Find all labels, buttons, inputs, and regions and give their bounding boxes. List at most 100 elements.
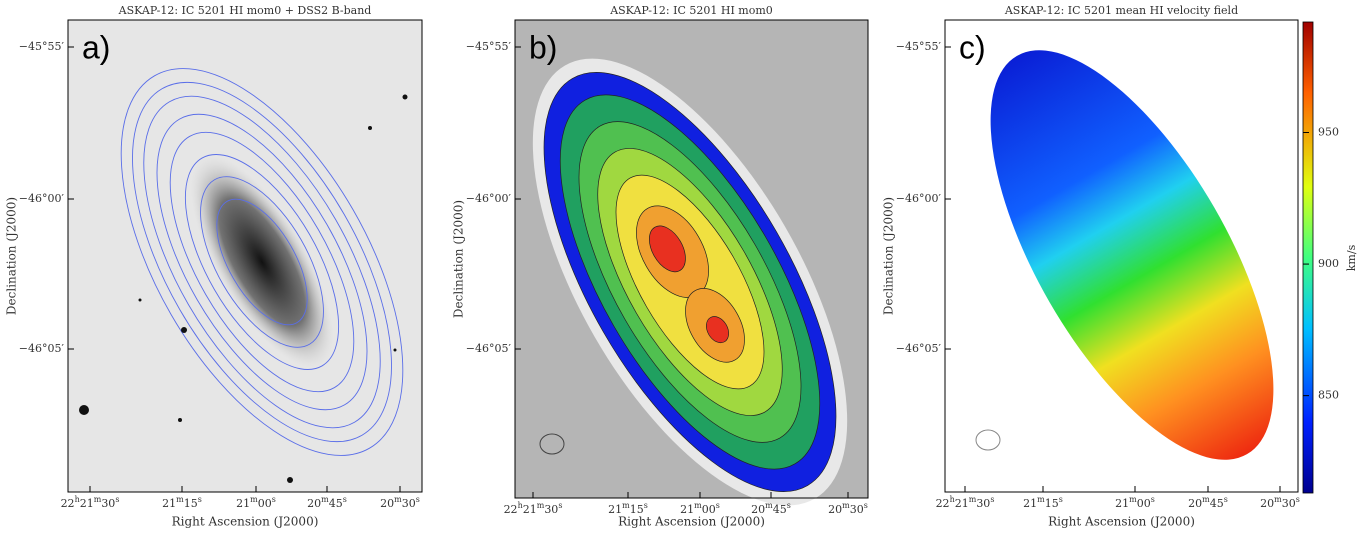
y-tick-label: −45°55′	[896, 40, 942, 53]
y-tick-label: −46°05′	[896, 342, 942, 355]
panel-label: a)	[82, 29, 110, 65]
tick-unit: m	[94, 495, 102, 504]
tick-unit: s	[864, 501, 868, 510]
tick-number: 45	[329, 497, 343, 510]
tick-number: 45	[1210, 497, 1224, 510]
x-tick-label: 20m45s	[307, 495, 347, 511]
y-tick-label: −46°00′	[19, 192, 65, 205]
tick-number: 21	[80, 497, 94, 510]
tick-unit: s	[416, 495, 420, 504]
y-tick-label: −45°55′	[19, 40, 65, 53]
tick-number: 22	[61, 497, 75, 510]
tick-number: 21	[1023, 497, 1037, 510]
colorbar-tick-label: 850	[1318, 389, 1339, 402]
tick-number: 21	[1115, 497, 1129, 510]
tick-unit: h	[950, 495, 955, 504]
x-axis-label: Right Ascension (J2000)	[172, 515, 319, 529]
tick-number: 21	[955, 497, 969, 510]
tick-unit: m	[1037, 495, 1045, 504]
tick-number: 45	[773, 503, 787, 516]
y-axis-label: Declination (J2000)	[5, 197, 19, 315]
tick-unit: s	[787, 501, 791, 510]
tick-number: 22	[504, 503, 518, 516]
tick-unit: m	[765, 501, 773, 510]
plot-frame	[514, 19, 869, 499]
tick-number: 20	[828, 503, 842, 516]
tick-unit: s	[115, 495, 119, 504]
tick-unit: s	[1224, 495, 1228, 504]
tick-unit: s	[272, 495, 276, 504]
x-tick-label: 20m30s	[1260, 495, 1300, 511]
plot-frame	[944, 19, 1299, 493]
panel-title: ASKAP-12: IC 5201 mean HI velocity field	[1004, 4, 1238, 17]
plot-frame	[67, 19, 423, 493]
tick-unit: m	[537, 501, 545, 510]
panel-label: c)	[959, 29, 986, 65]
y-tick-label: −46°05′	[466, 342, 512, 355]
tick-unit: s	[990, 495, 994, 504]
y-tick-label: −46°00′	[466, 192, 512, 205]
moment0-map	[515, 20, 868, 506]
colorbar-label: km/s	[1345, 244, 1358, 271]
tick-unit: h	[75, 495, 80, 504]
tick-number: 00	[258, 497, 272, 510]
tick-number: 20	[1260, 497, 1274, 510]
tick-unit: s	[1151, 495, 1155, 504]
x-axis-label: Right Ascension (J2000)	[618, 515, 765, 529]
colorbar-tick-label: 900	[1318, 257, 1339, 270]
x-tick-label: 20m30s	[380, 495, 420, 511]
tick-number: 30	[402, 497, 416, 510]
tick-number: 20	[1188, 497, 1202, 510]
panel-label: b)	[529, 29, 557, 65]
x-tick-label: 20m45s	[751, 501, 791, 517]
panel-title: ASKAP-12: IC 5201 HI mom0	[609, 4, 773, 17]
x-tick-label: 21m15s	[608, 501, 648, 517]
tick-number: 21	[236, 497, 250, 510]
tick-number: 20	[380, 497, 394, 510]
tick-unit: m	[321, 495, 329, 504]
tick-unit: m	[394, 495, 402, 504]
x-tick-label: 21m00s	[236, 495, 276, 511]
colorbar	[1302, 21, 1314, 494]
tick-unit: m	[969, 495, 977, 504]
y-tick-label: −46°00′	[896, 192, 942, 205]
velocity-map	[945, 20, 1314, 494]
tick-number: 21	[523, 503, 537, 516]
tick-unit: s	[558, 501, 562, 510]
tick-number: 21	[608, 503, 622, 516]
tick-unit: m	[1202, 495, 1210, 504]
tick-unit: m	[250, 495, 258, 504]
tick-unit: s	[1059, 495, 1063, 504]
optical-image	[68, 20, 422, 492]
x-tick-label: 21m15s	[1023, 495, 1063, 511]
tick-number: 30	[544, 503, 558, 516]
tick-number: 30	[976, 497, 990, 510]
tick-unit: m	[842, 501, 850, 510]
tick-number: 22	[936, 497, 950, 510]
tick-number: 21	[680, 503, 694, 516]
tick-number: 30	[101, 497, 115, 510]
tick-unit: s	[1296, 495, 1300, 504]
tick-unit: h	[518, 501, 523, 510]
tick-unit: m	[622, 501, 630, 510]
x-tick-label: 21m00s	[1115, 495, 1155, 511]
x-tick-label: 20m45s	[1188, 495, 1228, 511]
x-tick-label: 22h21m30s	[936, 495, 995, 511]
tick-number: 15	[184, 497, 198, 510]
x-axis-label: Right Ascension (J2000)	[1048, 515, 1195, 529]
tick-number: 15	[1045, 497, 1059, 510]
tick-number: 20	[307, 497, 321, 510]
tick-number: 00	[702, 503, 716, 516]
tick-number: 30	[1282, 497, 1296, 510]
tick-unit: m	[694, 501, 702, 510]
tick-number: 00	[1137, 497, 1151, 510]
x-tick-label: 22h21m30s	[61, 495, 120, 511]
panel-title: ASKAP-12: IC 5201 HI mom0 + DSS2 B-band	[118, 4, 372, 17]
x-tick-label: 20m30s	[828, 501, 868, 517]
tick-unit: s	[343, 495, 347, 504]
tick-unit: s	[198, 495, 202, 504]
x-tick-label: 22h21m30s	[504, 501, 563, 517]
tick-number: 15	[630, 503, 644, 516]
